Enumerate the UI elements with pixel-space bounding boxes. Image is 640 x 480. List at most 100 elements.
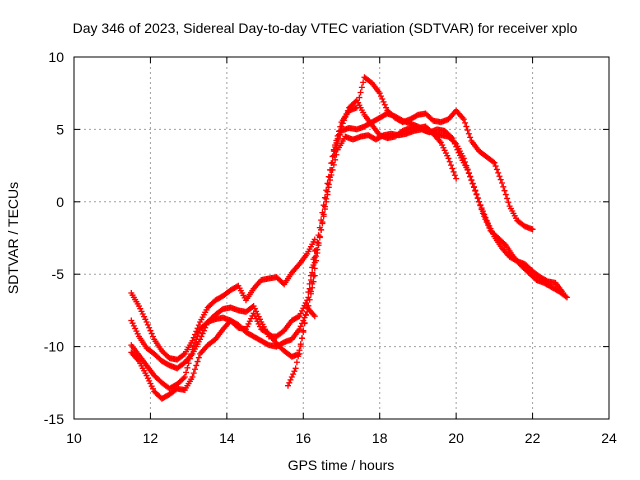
data-point — [335, 131, 342, 138]
data-point — [462, 119, 469, 126]
data-point — [304, 303, 311, 310]
data-point — [147, 380, 154, 387]
data-point — [328, 172, 335, 179]
x-tick-label: 16 — [295, 430, 311, 446]
data-series — [128, 236, 318, 363]
data-point — [465, 130, 472, 137]
data-point — [493, 166, 500, 173]
data-point — [143, 372, 150, 379]
x-tick-label: 20 — [448, 430, 464, 446]
data-point — [358, 84, 365, 91]
data-point — [193, 362, 200, 369]
data-point — [329, 166, 336, 173]
data-point — [332, 156, 339, 163]
data-point — [299, 307, 306, 314]
data-point — [142, 316, 149, 323]
data-point — [313, 253, 320, 260]
data-point — [323, 198, 330, 205]
data-point — [144, 321, 151, 328]
data-point — [297, 323, 304, 330]
data-point — [333, 139, 340, 146]
data-point — [129, 320, 136, 327]
data-point — [146, 324, 153, 331]
data-point — [499, 179, 505, 186]
data-point — [330, 161, 337, 168]
data-point — [194, 332, 201, 339]
data-point — [134, 330, 141, 337]
data-point — [254, 318, 261, 325]
data-point — [442, 150, 449, 157]
data-point — [245, 320, 252, 327]
data-point — [376, 90, 383, 97]
data-point — [343, 110, 350, 117]
data-point — [287, 376, 294, 383]
data-point — [324, 191, 331, 198]
data-point — [490, 158, 497, 165]
x-axis: 10 12 14 16 18 20 22 24 — [66, 57, 617, 446]
data-point — [137, 305, 144, 312]
data-point — [465, 170, 472, 177]
data-point — [300, 329, 307, 336]
data-point — [377, 93, 384, 100]
data-point — [381, 101, 388, 108]
data-point — [250, 310, 257, 317]
data-point — [309, 280, 316, 287]
data-point — [324, 180, 331, 187]
plot-area — [128, 74, 570, 402]
data-point — [250, 303, 257, 310]
data-point — [251, 312, 258, 319]
data-point — [446, 158, 453, 165]
data-point — [311, 259, 318, 266]
data-point — [341, 117, 348, 124]
data-point — [477, 202, 484, 209]
data-point — [440, 144, 447, 151]
data-point — [132, 325, 139, 332]
data-point — [146, 377, 153, 384]
data-point — [496, 173, 503, 180]
data-point — [360, 79, 367, 86]
data-point — [295, 313, 302, 320]
data-point — [444, 152, 451, 159]
x-axis-label: GPS time / hours — [288, 457, 395, 473]
data-point — [190, 370, 197, 377]
data-point — [338, 123, 345, 130]
x-tick-label: 12 — [143, 430, 159, 446]
data-point — [296, 347, 303, 354]
data-point — [495, 169, 502, 176]
data-point — [357, 89, 364, 96]
data-point — [504, 195, 511, 202]
data-point — [306, 285, 313, 292]
data-point — [450, 137, 457, 144]
data-point — [297, 310, 304, 317]
data-point — [451, 172, 458, 179]
data-point — [138, 308, 145, 315]
data-point — [492, 163, 499, 170]
data-series — [285, 74, 536, 389]
data-point — [318, 227, 325, 234]
data-point — [183, 369, 190, 376]
data-point — [486, 224, 493, 231]
data-point — [320, 213, 327, 220]
data-point — [299, 335, 306, 342]
data-point — [180, 351, 187, 358]
y-tick-label: -10 — [44, 339, 64, 355]
data-point — [130, 322, 137, 329]
data-point — [333, 151, 340, 158]
data-point — [529, 226, 536, 233]
y-axis: -15 -10 -5 0 5 10 — [44, 49, 609, 427]
data-point — [195, 329, 202, 336]
data-point — [476, 198, 483, 205]
data-point — [128, 317, 135, 324]
data-point — [253, 315, 260, 322]
data-point — [188, 351, 195, 358]
data-point — [293, 359, 300, 366]
data-point — [383, 104, 390, 111]
data-point — [501, 187, 508, 194]
data-point — [199, 330, 206, 337]
data-point — [141, 313, 148, 320]
data-point — [467, 134, 474, 141]
data-point — [482, 216, 489, 223]
data-point — [445, 155, 452, 162]
x-tick-label: 10 — [66, 430, 82, 446]
data-point — [295, 353, 302, 360]
